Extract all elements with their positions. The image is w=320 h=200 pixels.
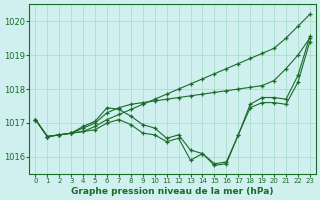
X-axis label: Graphe pression niveau de la mer (hPa): Graphe pression niveau de la mer (hPa) xyxy=(71,187,274,196)
